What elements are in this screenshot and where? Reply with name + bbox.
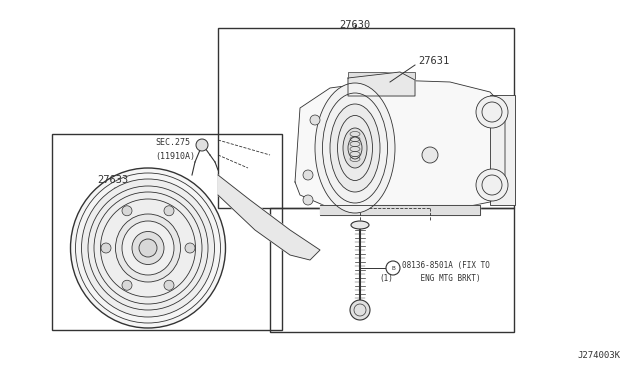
Bar [490,95,515,205]
Bar [270,208,514,332]
Ellipse shape [185,243,195,253]
Ellipse shape [351,221,369,229]
Text: (11910A): (11910A) [155,152,195,161]
Polygon shape [320,205,480,215]
Ellipse shape [132,231,164,264]
Text: ENG MTG BRKT): ENG MTG BRKT) [402,274,481,283]
Text: B: B [391,266,395,270]
Circle shape [476,96,508,128]
Circle shape [196,139,208,151]
Text: 27631: 27631 [418,56,449,66]
Polygon shape [348,72,415,96]
Polygon shape [218,175,320,260]
Ellipse shape [115,214,180,282]
Text: 27633: 27633 [97,175,128,185]
Ellipse shape [70,168,225,328]
Ellipse shape [81,179,214,317]
Circle shape [386,261,400,275]
Circle shape [303,195,313,205]
Circle shape [350,300,370,320]
Ellipse shape [122,280,132,290]
Text: 08136-8501A (FIX TO: 08136-8501A (FIX TO [402,261,490,270]
Circle shape [310,115,320,125]
Text: 27630: 27630 [339,20,371,30]
Circle shape [303,170,313,180]
Text: J274003K: J274003K [577,351,620,360]
Ellipse shape [164,206,174,216]
Ellipse shape [330,104,380,192]
Ellipse shape [315,83,395,213]
Ellipse shape [139,239,157,257]
Text: SEC.275: SEC.275 [155,138,190,147]
Polygon shape [295,80,505,212]
Ellipse shape [101,243,111,253]
Text: (1): (1) [379,274,393,283]
Ellipse shape [343,128,367,168]
Circle shape [476,169,508,201]
Bar [52,134,282,330]
Circle shape [422,147,438,163]
Ellipse shape [164,280,174,290]
Bar [218,28,514,208]
Ellipse shape [122,221,174,275]
Bar [348,72,415,80]
Ellipse shape [122,206,132,216]
Ellipse shape [94,192,202,304]
